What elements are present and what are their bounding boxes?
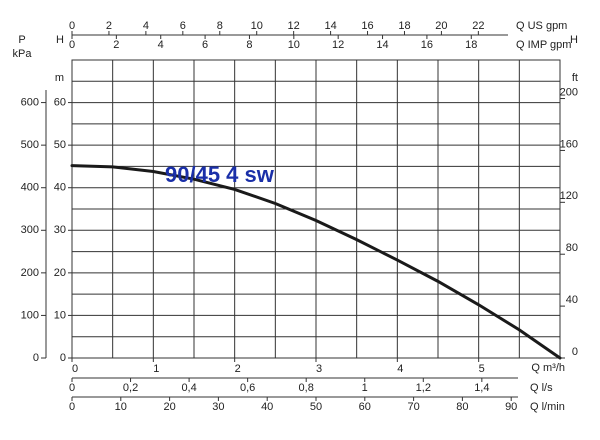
- axis-tick-label: 400: [21, 182, 39, 194]
- axis-tick-label: 4: [143, 20, 149, 32]
- x-tick-label: 4: [397, 363, 403, 375]
- axis-tick-label: 160: [560, 138, 578, 150]
- axis-tick-label: 20: [435, 20, 447, 32]
- axis-tick-label: 100: [21, 309, 39, 321]
- y-tick-label: 50: [54, 139, 66, 151]
- axis-tick-label: 30: [212, 401, 224, 413]
- axis-tick-label: 50: [310, 401, 322, 413]
- axis-tick-label: 0,8: [299, 382, 314, 394]
- axis-tick-label: 6: [202, 39, 208, 51]
- axis-tick-label: 40: [261, 401, 273, 413]
- axis-tick-label: 0: [572, 346, 578, 358]
- axis-tick-label: 4: [158, 39, 164, 51]
- axis-tick-label: 2: [113, 39, 119, 51]
- curve-label: 90/45 4 sw: [165, 162, 275, 187]
- axis-tick-label: 80: [456, 401, 468, 413]
- axis-tick-label: 0: [69, 39, 75, 51]
- axis-tick-label: 0,2: [123, 382, 138, 394]
- axis-tick-label: 40: [566, 294, 578, 306]
- axis-unit: ft: [572, 72, 578, 84]
- axis-tick-label: 0: [69, 401, 75, 413]
- x-axis-label: Q m³/h: [531, 362, 565, 374]
- y-tick-label: 60: [54, 96, 66, 108]
- axis-tick-label: 500: [21, 139, 39, 151]
- axis-tick-label: 12: [332, 39, 344, 51]
- axis-tick-label: 600: [21, 96, 39, 108]
- axis-tick-label: 22: [472, 20, 484, 32]
- x-tick-label: 3: [316, 363, 322, 375]
- axis-unit: kPa: [13, 48, 33, 60]
- axis-tick-label: 300: [21, 224, 39, 236]
- axis-tick-label: 200: [560, 86, 578, 98]
- axis-tick-label: 8: [246, 39, 252, 51]
- axis-tick-label: 20: [163, 401, 175, 413]
- axis-tick-label: 80: [566, 242, 578, 254]
- y-tick-label: 10: [54, 309, 66, 321]
- axis-tick-label: 60: [359, 401, 371, 413]
- y-tick-label: 40: [54, 182, 66, 194]
- axis-tick-label: 200: [21, 267, 39, 279]
- axis-tick-label: 120: [560, 190, 578, 202]
- x-tick-label: 1: [153, 363, 159, 375]
- axis-tick-label: 14: [324, 20, 336, 32]
- axis-tick-label: 14: [376, 39, 388, 51]
- y-tick-label: 30: [54, 224, 66, 236]
- axis-tick-label: 0: [69, 20, 75, 32]
- axis-tick-label: 0: [33, 352, 39, 364]
- axis-tick-label: 6: [180, 20, 186, 32]
- axis-tick-label: 90: [505, 401, 517, 413]
- x-tick-label: 2: [235, 363, 241, 375]
- axis-label: H: [570, 34, 578, 46]
- axis-tick-label: 70: [407, 401, 419, 413]
- y-tick-label: 0: [60, 352, 66, 364]
- axis-tick-label: 1,2: [416, 382, 431, 394]
- x-tick-label: 0: [72, 363, 78, 375]
- axis-tick-label: 0,6: [240, 382, 255, 394]
- axis-tick-label: 0: [69, 382, 75, 394]
- axis-tick-label: 1: [362, 382, 368, 394]
- curve: [70, 164, 562, 360]
- axis-tick-label: 0,4: [181, 382, 196, 394]
- axis-tick-label: 8: [217, 20, 223, 32]
- axis-tick-label: 18: [465, 39, 477, 51]
- axis-tick-label: 10: [288, 39, 300, 51]
- axis-tick-label: 10: [115, 401, 127, 413]
- axis-label: Q IMP gpm: [516, 39, 571, 51]
- axis-tick-label: 16: [361, 20, 373, 32]
- y-axis-unit: m: [55, 72, 64, 84]
- axis-tick-label: 2: [106, 20, 112, 32]
- x-tick-label: 5: [479, 363, 485, 375]
- axis-tick-label: 18: [398, 20, 410, 32]
- axis-label: Q US gpm: [516, 20, 567, 32]
- y-axis-label: H: [56, 34, 64, 46]
- axis-label: Q l/min: [530, 401, 565, 413]
- axis-tick-label: 1,4: [474, 382, 489, 394]
- y-tick-label: 20: [54, 267, 66, 279]
- axis-tick-label: 16: [421, 39, 433, 51]
- axis-label: Q l/s: [530, 382, 553, 394]
- axis-tick-label: 10: [251, 20, 263, 32]
- axis-label: P: [18, 34, 25, 46]
- axis-tick-label: 12: [288, 20, 300, 32]
